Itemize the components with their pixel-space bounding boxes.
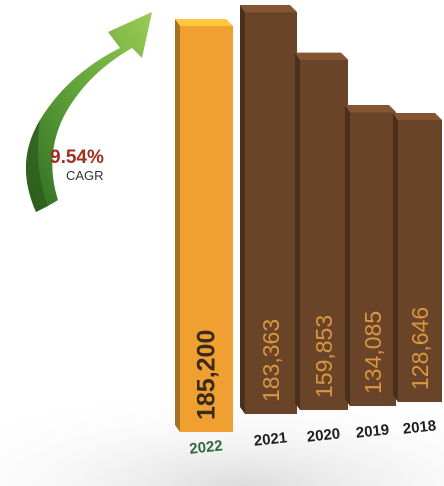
bar-side-face [240, 5, 245, 414]
bar-side-face [393, 112, 398, 403]
bar-value-label: 183,363 [258, 319, 284, 402]
year-label-2021: 2021 [253, 429, 288, 449]
bar-side-face [295, 52, 300, 411]
bar-value-label: 134,085 [360, 311, 386, 394]
bar-top-face [345, 105, 396, 113]
bar-2020: 159,853 [295, 52, 348, 411]
growth-arrow-icon [25, 12, 152, 212]
year-label-2019: 2019 [355, 421, 390, 441]
bar-2018: 128,646 [393, 112, 442, 403]
bar-top-face [393, 112, 442, 120]
bar-front-face [350, 112, 396, 406]
bar-front-face [300, 59, 348, 411]
bar-2019: 134,085 [345, 105, 396, 406]
bars-group: 185,200 183,363 159,853 134,085 128,646 [175, 5, 442, 432]
bar-value-label: 185,200 [193, 330, 221, 420]
bar-top-face [175, 19, 233, 26]
bar-front-face [398, 119, 442, 403]
cagr-value: 9.54% [50, 147, 104, 168]
bar-top-face [240, 5, 297, 13]
bar-top-face [295, 52, 348, 60]
year-labels-group: 2022 2021 2020 2019 2018 [189, 417, 437, 457]
bar-front-face [245, 12, 297, 414]
bar-side-face [175, 19, 180, 432]
year-label-2022: 2022 [189, 437, 224, 457]
year-label-2020: 2020 [306, 425, 341, 445]
bar-side-face [345, 105, 350, 406]
year-label-2018: 2018 [402, 417, 437, 437]
bar-front-face [180, 26, 233, 432]
bar-value-label: 128,646 [407, 307, 433, 390]
bar-value-label: 159,853 [311, 315, 337, 398]
bar-2022: 185,200 [175, 19, 233, 432]
bar-2021: 183,363 [240, 5, 297, 414]
cagr-label: CAGR [66, 168, 104, 183]
